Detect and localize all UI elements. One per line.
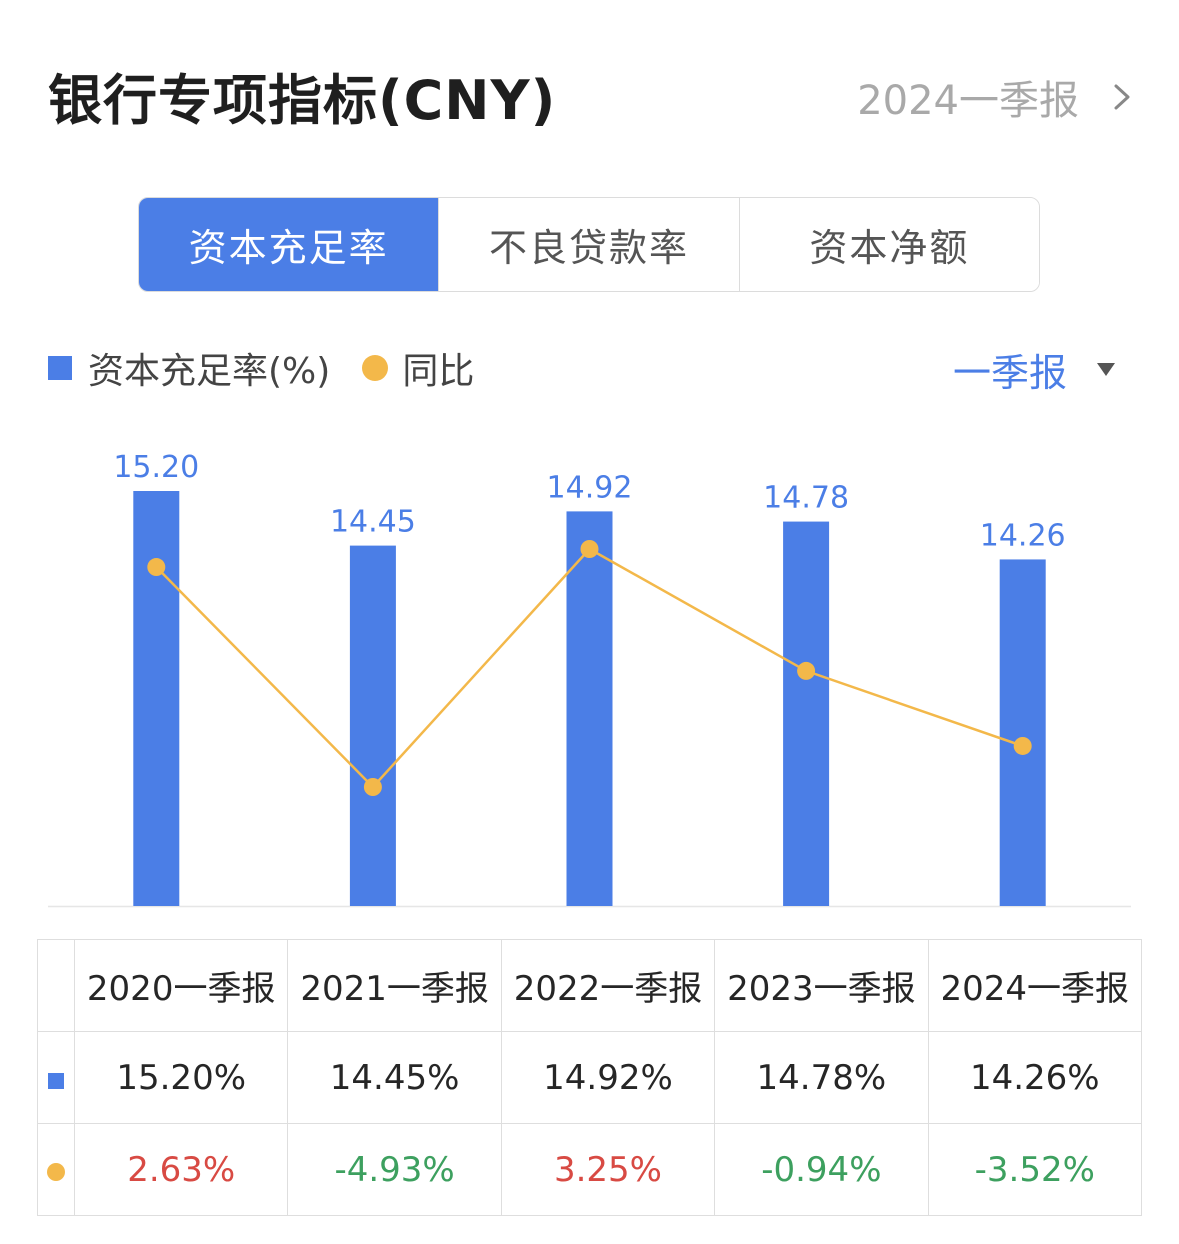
bar [999, 559, 1046, 906]
table-corner-cell [37, 939, 75, 1032]
bar-data-label: 15.20 [113, 450, 199, 485]
table-cell: -4.93% [287, 1123, 502, 1216]
tab-net-capital[interactable]: 资本净额 [738, 198, 1039, 291]
table-cell: -0.94% [714, 1123, 929, 1216]
table-cell: 2.63% [73, 1123, 289, 1216]
line-legend-marker [362, 355, 389, 381]
bar [566, 511, 613, 906]
bar-data-label: 14.78 [763, 481, 849, 516]
yoy-point [147, 558, 166, 577]
bar [783, 521, 830, 906]
bar-data-label: 14.45 [330, 505, 416, 540]
table-header-cell: 2022一季报 [500, 939, 716, 1032]
table-cell: 14.26% [927, 1031, 1143, 1124]
page-title: 银行专项指标(CNY) [48, 69, 557, 132]
table-cell: 14.45% [287, 1031, 502, 1124]
chart-legend: 资本充足率(%) 同比 [48, 340, 474, 396]
table-cell: -3.52% [927, 1123, 1143, 1216]
table-header-row: 2020一季报 2021一季报 2022一季报 2023一季报 2024一季报 [37, 939, 1143, 1032]
yoy-point [797, 661, 816, 680]
header: 银行专项指标(CNY) 2024一季报 [0, 0, 1179, 190]
report-period-label: 2024一季报 [857, 78, 1079, 124]
table-header-cell: 2024一季报 [927, 939, 1143, 1032]
table-cell: 14.78% [714, 1031, 929, 1124]
yoy-row-marker [37, 1123, 75, 1216]
period-dropdown-value: 一季报 [952, 351, 1067, 395]
table-row-yoy: 2.63% -4.93% 3.25% -0.94% -3.52% [37, 1123, 1143, 1216]
bar-data-label: 14.26 [980, 518, 1066, 553]
table-cell: 15.20% [73, 1031, 289, 1124]
yoy-point [1013, 736, 1032, 755]
tab-capital-adequacy[interactable]: 资本充足率 [139, 198, 439, 291]
bar [349, 545, 396, 906]
table-header-cell: 2023一季报 [714, 939, 929, 1032]
caret-down-icon [1097, 363, 1115, 376]
table-header-cell: 2020一季报 [73, 939, 289, 1032]
table-cell: 3.25% [500, 1123, 716, 1216]
capital-adequacy-chart: 15.20 14.45 14.92 14.78 14.26 [48, 450, 1131, 908]
metric-tabs: 资本充足率 不良贷款率 资本净额 [138, 197, 1040, 292]
yoy-point [363, 778, 382, 796]
bar-data-label: 14.92 [547, 470, 633, 505]
report-period-link[interactable]: 2024一季报 [857, 68, 1139, 126]
table-header-cell: 2021一季报 [287, 939, 502, 1032]
data-table: 2020一季报 2021一季报 2022一季报 2023一季报 2024一季报 … [37, 939, 1143, 1216]
period-dropdown[interactable]: 一季报 [953, 342, 1115, 397]
bar [133, 491, 180, 906]
bar-legend-label: 资本充足率(%) [88, 351, 331, 392]
yoy-point [580, 540, 599, 558]
tab-npl-ratio[interactable]: 不良贷款率 [438, 198, 739, 291]
line-legend-label: 同比 [402, 351, 475, 392]
ratio-row-marker [37, 1031, 75, 1124]
bar-legend-marker [48, 356, 72, 380]
square-marker-icon [48, 1072, 64, 1089]
table-row-ratio: 15.20% 14.45% 14.92% 14.78% 14.26% [37, 1031, 1143, 1124]
chevron-right-icon [1114, 84, 1130, 110]
dot-marker-icon [47, 1162, 65, 1181]
table-cell: 14.92% [500, 1031, 716, 1124]
